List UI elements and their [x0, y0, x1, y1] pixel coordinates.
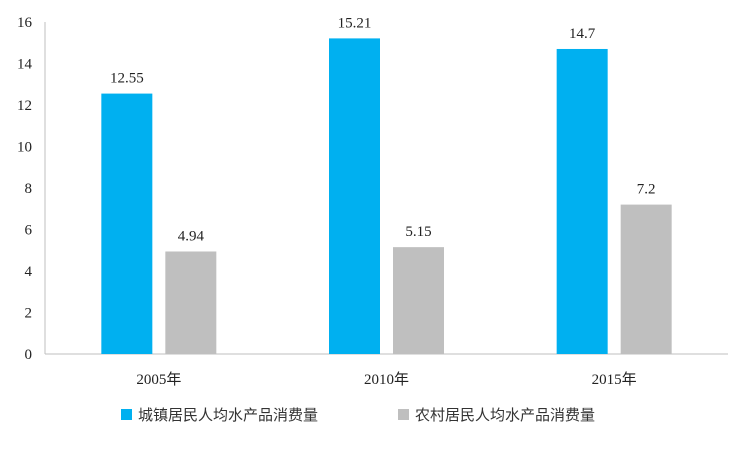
data-labels: 12.55 4.94 15.21 5.15 14.7 7.2: [110, 15, 656, 244]
x-tick-label-1: 2010年: [364, 371, 409, 388]
legend-label-1: 农村居民人均水产品消费量: [415, 406, 595, 424]
bar-series0-0: [101, 93, 153, 355]
bar-series1-0: [165, 251, 217, 354]
y-tick-label-6: 12: [17, 98, 32, 114]
bar-series0-1: [329, 38, 380, 355]
y-tick-label-0: 0: [25, 347, 33, 363]
bar-series1-2: [620, 204, 672, 354]
y-tick-label-1: 2: [25, 306, 33, 322]
y-tick-label-4: 8: [25, 181, 33, 197]
data-label-series1-1: 5.15: [405, 224, 431, 240]
x-tick-label-0: 2005年: [136, 371, 181, 388]
data-label-series1-2: 7.2: [637, 182, 656, 198]
y-tick-label-7: 14: [17, 57, 33, 73]
y-tick-label-8: 16: [17, 15, 33, 31]
legend: 城镇居民人均水产品消费量 农村居民人均水产品消费量: [121, 406, 595, 424]
y-tick-label-2: 4: [25, 264, 33, 280]
bars: [101, 38, 672, 355]
bar-series1-1: [393, 247, 444, 354]
y-tick-label-5: 10: [17, 140, 32, 156]
axes: 0 2 4 6 8 10 12 14 16 2005年 2010年 2015年: [17, 15, 728, 388]
legend-swatch-0: [121, 409, 132, 420]
bar-series0-2: [556, 48, 608, 354]
legend-swatch-1: [398, 409, 409, 420]
x-tick-label-2: 2015年: [592, 371, 637, 388]
y-tick-label-3: 6: [25, 223, 33, 239]
data-label-series0-1: 15.21: [338, 15, 372, 31]
legend-label-0: 城镇居民人均水产品消费量: [138, 406, 318, 424]
data-label-series0-0: 12.55: [110, 71, 144, 87]
data-label-series1-0: 4.94: [178, 228, 205, 244]
data-label-series0-2: 14.7: [569, 26, 596, 42]
